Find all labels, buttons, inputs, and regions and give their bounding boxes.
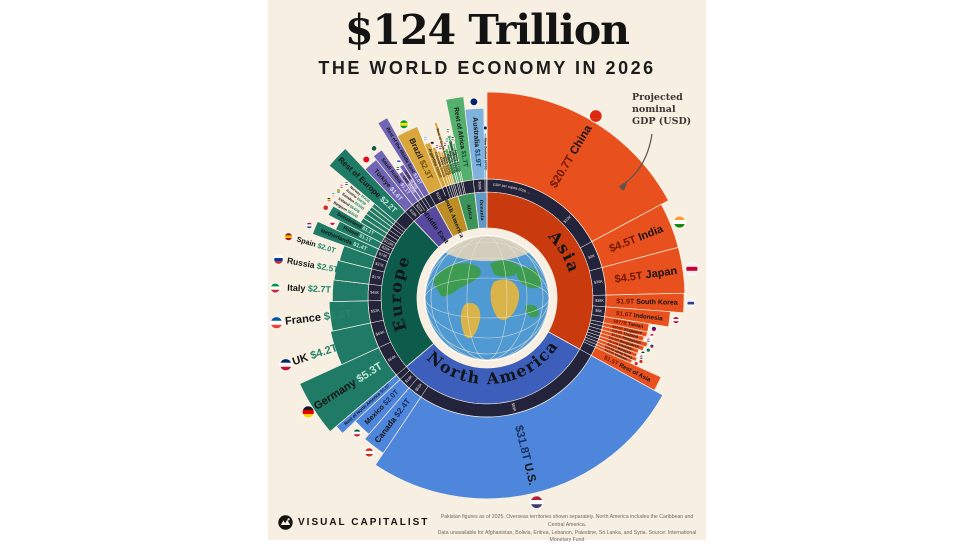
per-capita-south-korea: $38K: [595, 299, 604, 303]
country-label-new-zealand: New Zealand $270B: [483, 138, 487, 170]
brand-name: VISUAL CAPITALIST: [298, 517, 429, 528]
country-label-italy: Italy $2.7T: [287, 283, 332, 295]
sunburst-chart: $20.7T China$13K$4.5T India$3K$4.5T Japa…: [268, 0, 706, 540]
footer: VISUAL CAPITALIST Pakistan figures as of…: [276, 512, 700, 534]
country-label-russia: Russia $2.5T: [286, 256, 340, 275]
region-label-oceania: Oceania: [478, 200, 485, 221]
per-capita-indonesia: $6K: [595, 309, 603, 314]
per-capita-italy: $48K: [370, 290, 380, 294]
globe-illustration: [424, 231, 550, 361]
infographic-panel: $124 Trillion THE WORLD ECONOMY IN 2026 …: [268, 0, 706, 540]
per-capita-australia: $69K: [477, 181, 482, 191]
brand: VISUAL CAPITALIST: [278, 515, 429, 530]
footnote-line-2: Data unavailable for Afghanistan, Bolivi…: [434, 530, 700, 545]
visual-capitalist-logo-icon: [278, 515, 293, 530]
country-label-uk: UK $4.2T: [291, 342, 340, 368]
footnote-line-1: Pakistan figures as of 2025. Overseas te…: [434, 514, 700, 530]
footnote: Pakistan figures as of 2025. Overseas te…: [434, 514, 700, 545]
